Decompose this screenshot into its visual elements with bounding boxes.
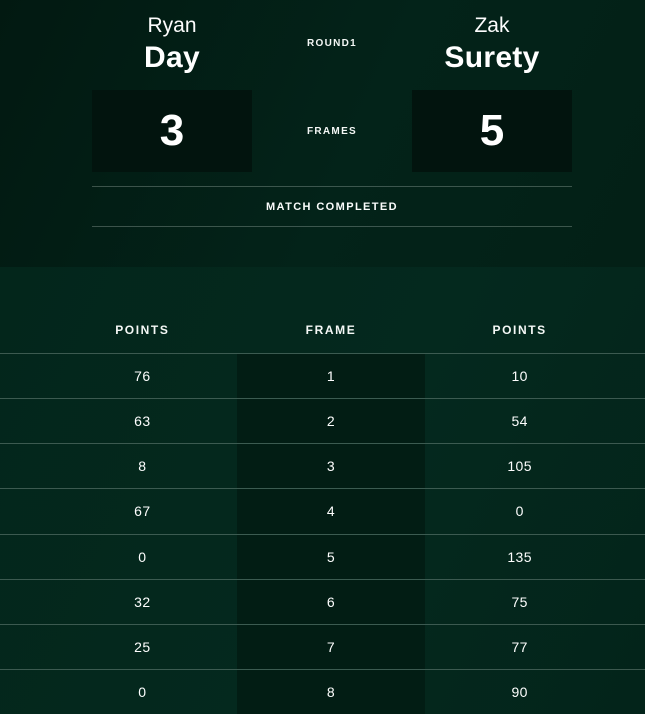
home-player-name: Ryan Day: [92, 11, 252, 75]
frames-table-header: POINTS FRAME POINTS: [0, 267, 645, 353]
frame-row: 67 4 0: [0, 488, 645, 534]
round-label: ROUND1: [306, 37, 358, 49]
away-points-cell: 75: [511, 593, 528, 610]
away-points-cell: 77: [511, 638, 528, 655]
home-frames-score: 3: [92, 90, 252, 172]
home-last-name: Day: [144, 41, 200, 74]
away-points-cell: 105: [507, 458, 532, 475]
frame-row: 76 1 10: [0, 353, 645, 399]
frame-cell: 6: [236, 579, 426, 624]
frame-header: FRAME: [305, 323, 357, 337]
away-first-name: Zak: [474, 14, 510, 37]
home-points-cell: 0: [138, 548, 147, 565]
home-points-cell: 76: [134, 368, 151, 385]
frame-cell: 7: [236, 624, 426, 669]
away-player-name: Zak Surety: [412, 11, 572, 75]
home-first-name: Ryan: [147, 14, 197, 37]
away-frames-score: 5: [412, 90, 572, 172]
frame-cell: 4: [236, 489, 426, 534]
home-points-header: POINTS: [115, 323, 170, 337]
away-points-cell: 0: [515, 503, 524, 520]
away-points-cell: 135: [507, 548, 532, 565]
home-points-cell: 63: [134, 413, 151, 430]
player-names-row: Ryan Day ROUND1 Zak Surety: [92, 11, 572, 75]
away-points-header: POINTS: [492, 323, 547, 337]
match-status: MATCH COMPLETED: [92, 186, 572, 227]
home-points-cell: 67: [134, 503, 151, 520]
frames-score-row: 3 FRAMES 5: [92, 90, 572, 172]
away-points-cell: 54: [511, 413, 528, 430]
frame-row: 63 2 54: [0, 398, 645, 444]
away-last-name: Surety: [444, 41, 540, 74]
away-points-cell: 10: [511, 368, 528, 385]
home-points-cell: 32: [134, 593, 151, 610]
home-points-cell: 8: [138, 458, 147, 475]
frame-cell: 2: [236, 399, 426, 444]
frame-row: 8 3 105: [0, 443, 645, 489]
frame-cell: 1: [236, 354, 426, 399]
frame-row: 0 8 90: [0, 668, 645, 714]
away-points-cell: 90: [511, 683, 528, 700]
frame-cell: 8: [236, 669, 426, 714]
home-points-cell: 25: [134, 638, 151, 655]
frames-table-body: 76 1 10 63 2 54 8 3 105 67 4 0 0 5 135 3…: [0, 353, 645, 714]
scoreboard: Ryan Day ROUND1 Zak Surety 3 FRAMES 5 MA…: [92, 0, 572, 227]
frames-table-section: POINTS FRAME POINTS 76 1 10 63 2 54 8 3 …: [0, 267, 645, 714]
home-points-cell: 0: [138, 683, 147, 700]
frame-row: 25 7 77: [0, 623, 645, 669]
scoreboard-section: Ryan Day ROUND1 Zak Surety 3 FRAMES 5 MA…: [0, 0, 645, 267]
frame-row: 32 6 75: [0, 578, 645, 624]
frame-cell: 5: [236, 534, 426, 579]
frame-row: 0 5 135: [0, 533, 645, 579]
frames-label: FRAMES: [306, 125, 358, 137]
frame-cell: 3: [236, 444, 426, 489]
